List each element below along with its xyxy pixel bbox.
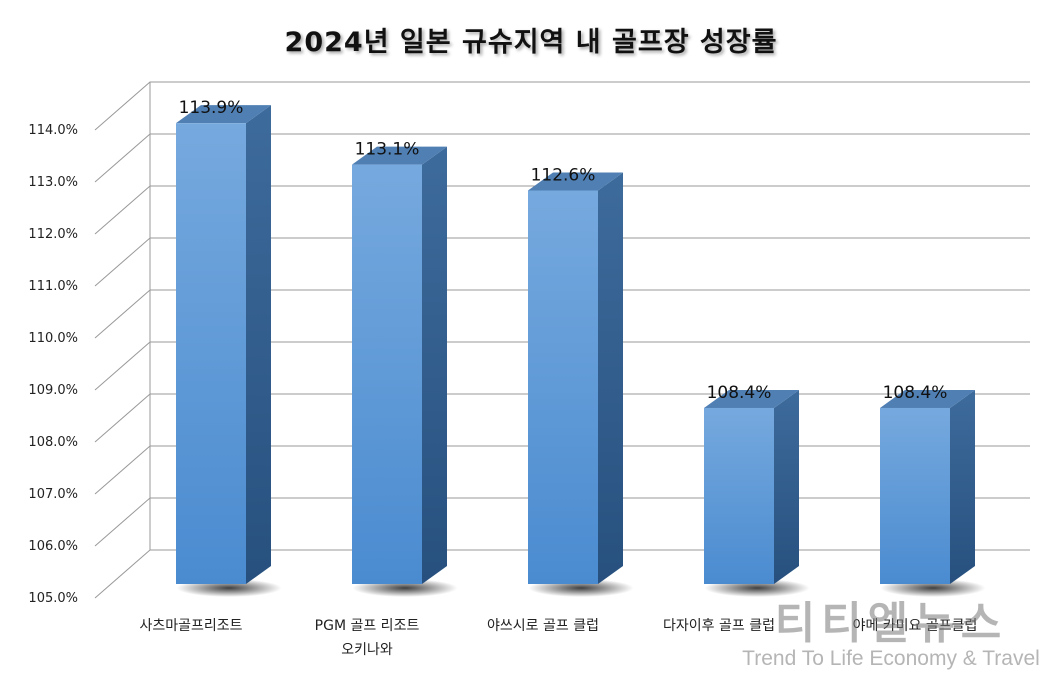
y-tick-label: 106.0%: [28, 539, 78, 554]
x-tick-label: 사츠마골프리조트: [139, 618, 242, 634]
y-tick-label: 114.0%: [28, 123, 78, 138]
y-tick-label: 107.0%: [28, 487, 78, 502]
x-tick-label: 오키나와: [341, 642, 393, 658]
bar: 112.6%: [528, 165, 634, 597]
bar: 108.4%: [880, 383, 986, 597]
y-tick-label: 105.0%: [28, 591, 78, 606]
bar-front: [352, 164, 422, 584]
y-tick-label: 111.0%: [28, 279, 78, 294]
bar-top: [704, 389, 799, 408]
bar-front: [176, 123, 246, 584]
bar-front: [704, 407, 774, 584]
x-tick-label: 야메 카미요 골프클럽: [853, 618, 978, 634]
chart-title: 2024년 일본 규슈지역 내 골프장 성장률: [284, 27, 778, 58]
x-tick-label: 야쓰시로 골프 클럽: [487, 618, 599, 634]
bar-side: [950, 389, 975, 584]
y-tick-label: 109.0%: [28, 383, 78, 398]
bar: 113.9%: [176, 98, 282, 597]
bar-side: [246, 105, 271, 584]
data-label: 112.6%: [531, 165, 596, 185]
bar-top: [528, 172, 623, 191]
data-label: 113.1%: [355, 140, 420, 160]
x-tick-label: PGM 골프 리조트: [315, 618, 420, 634]
bar-side: [422, 146, 447, 584]
y-tick-label: 113.0%: [28, 175, 78, 190]
y-tick-label: 112.0%: [28, 227, 78, 242]
data-label: 113.9%: [179, 98, 244, 118]
y-axis: 105.0% 106.0% 107.0% 108.0% 109.0% 110.0% 111.…: [28, 123, 78, 606]
bar-top: [880, 389, 975, 408]
grid: [94, 81, 1030, 599]
x-tick-label: 다자이후 골프 클럽: [663, 618, 775, 634]
bars: 113.9% 113.1% 112.6% 108.4% 108.4%: [176, 98, 986, 597]
bar-top: [176, 105, 271, 124]
bar-front: [528, 190, 598, 584]
data-label: 108.4%: [883, 383, 948, 403]
bar-top: [352, 146, 447, 165]
y-tick-label: 108.0%: [28, 435, 78, 450]
y-tick-label: 110.0%: [28, 331, 78, 346]
bar-side: [598, 172, 623, 584]
bar-front: [880, 407, 950, 584]
bar-side: [774, 389, 799, 584]
bar: 108.4%: [704, 383, 810, 597]
data-label: 108.4%: [707, 383, 772, 403]
bar: 113.1%: [352, 140, 458, 597]
